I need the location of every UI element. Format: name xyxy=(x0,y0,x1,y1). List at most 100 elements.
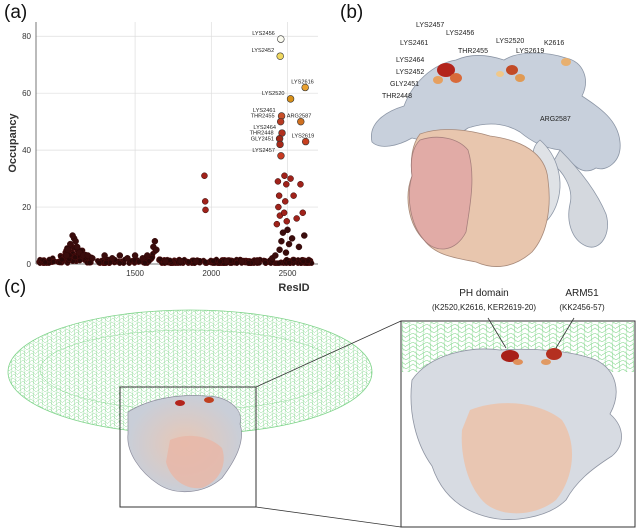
zoom-line-top xyxy=(255,320,402,388)
point-label: LYS2456 xyxy=(252,31,275,37)
ph-domain-title: PH domain xyxy=(459,288,508,299)
occupancy-scatter-chart: 1500 2000 2500 0 20 40 60 80 Occupancy ResID LY… xyxy=(7,22,318,294)
zoom-box-small xyxy=(119,386,257,508)
highlighted-point xyxy=(297,117,305,126)
point-label: GLY2451 xyxy=(251,136,274,142)
data-point xyxy=(285,240,293,248)
data-point xyxy=(192,257,200,265)
data-point xyxy=(108,255,116,262)
baseline-point xyxy=(217,258,223,265)
x-tick-label: 1500 xyxy=(126,269,144,278)
residue-label: THR2455 xyxy=(458,48,488,55)
data-point xyxy=(253,257,261,265)
baseline-point xyxy=(262,260,269,266)
panel-label-c: (c) xyxy=(4,277,27,298)
data-point xyxy=(116,252,124,259)
baseline-point xyxy=(77,257,83,264)
data-point xyxy=(293,215,300,222)
point-labels: LYS2456 LYS2452 LYS2616 LYS2520 LYS2461 ARG25… xyxy=(250,31,315,154)
y-tick-label: 60 xyxy=(22,89,31,98)
data-point xyxy=(281,172,288,179)
point-label: LYS2616 xyxy=(291,79,314,85)
residue-label: LYS2457 xyxy=(416,22,444,29)
data-point xyxy=(275,192,283,199)
data-point xyxy=(281,198,289,205)
y-tick-label: 0 xyxy=(27,260,32,269)
highlighted-point xyxy=(277,152,285,160)
point-label: THR2448 xyxy=(250,131,274,137)
baseline-point xyxy=(245,260,252,266)
data-point xyxy=(84,252,92,259)
residue-label: LYS2456 xyxy=(446,30,474,37)
baseline-point xyxy=(103,259,110,266)
data-point xyxy=(297,181,304,188)
arm51-residues: (KK2456-57) xyxy=(559,303,605,312)
protein-surface-arm xyxy=(551,149,608,248)
data-point xyxy=(177,257,185,265)
data-point xyxy=(280,209,288,217)
data-point xyxy=(89,255,96,262)
x-tick-label: 2500 xyxy=(279,269,297,278)
highlighted-point xyxy=(301,137,310,146)
protein-surface-red-lobe xyxy=(408,136,473,250)
highlighted-point xyxy=(286,95,295,103)
data-point xyxy=(64,246,72,254)
data-point xyxy=(288,235,296,242)
highlighted-point xyxy=(276,140,284,149)
panel-label-a: (a) xyxy=(4,2,28,23)
residue-label: GLY2451 xyxy=(390,81,419,88)
x-tick-label: 2000 xyxy=(202,269,220,278)
baseline-point xyxy=(210,258,217,264)
data-point xyxy=(201,172,208,179)
point-label: LYS2520 xyxy=(262,91,285,97)
data-point xyxy=(73,243,81,251)
data-point xyxy=(299,209,307,217)
data-point xyxy=(276,246,283,254)
data-point xyxy=(284,226,291,234)
panel-label-b: (b) xyxy=(340,2,364,23)
data-point xyxy=(67,240,74,248)
point-label: LYS2619 xyxy=(292,134,315,140)
point-label: THR2455 xyxy=(251,114,275,120)
baseline-point xyxy=(185,259,192,265)
point-label: LYS2461 xyxy=(253,108,276,114)
baseline-point xyxy=(286,259,292,266)
point-label: LYS2457 xyxy=(252,148,275,154)
data-point xyxy=(278,237,285,245)
residue-label: LYS2520 xyxy=(496,38,524,45)
residue-label: LYS2452 xyxy=(396,69,424,76)
axis-ticks: 1500 2000 2500 0 20 40 60 80 xyxy=(22,32,297,278)
y-tick-label: 80 xyxy=(22,32,31,41)
y-tick-label: 20 xyxy=(22,203,31,212)
data-point xyxy=(301,232,308,239)
baseline-point xyxy=(46,256,53,263)
residue-label: LYS2619 xyxy=(516,48,544,55)
data-point xyxy=(287,175,294,182)
protein-zoomed xyxy=(410,348,622,520)
data-point xyxy=(282,249,290,256)
data-point xyxy=(153,246,160,254)
baseline-point xyxy=(202,259,209,265)
protein-surface-upper xyxy=(371,52,621,172)
data-point xyxy=(283,181,290,188)
zoom-line-bottom xyxy=(255,506,402,528)
point-label: LYS2464 xyxy=(253,125,276,131)
data-point xyxy=(295,243,303,251)
data-point xyxy=(101,252,108,259)
data-point xyxy=(279,229,287,236)
data-point xyxy=(124,255,131,262)
data-point xyxy=(290,192,297,199)
baseline-point xyxy=(86,260,93,266)
highlighted-point xyxy=(276,117,285,126)
baseline-point xyxy=(96,259,102,266)
data-point xyxy=(272,252,279,259)
arm51-title: ARM51 xyxy=(565,288,599,299)
baseline-point xyxy=(276,260,282,266)
data-point xyxy=(223,257,230,265)
background-points xyxy=(63,172,308,265)
point-label: ARG2587 xyxy=(287,114,312,120)
baseline-point xyxy=(290,256,297,263)
